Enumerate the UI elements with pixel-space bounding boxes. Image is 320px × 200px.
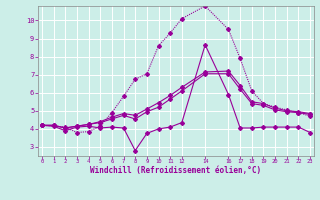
X-axis label: Windchill (Refroidissement éolien,°C): Windchill (Refroidissement éolien,°C) [91,166,261,175]
